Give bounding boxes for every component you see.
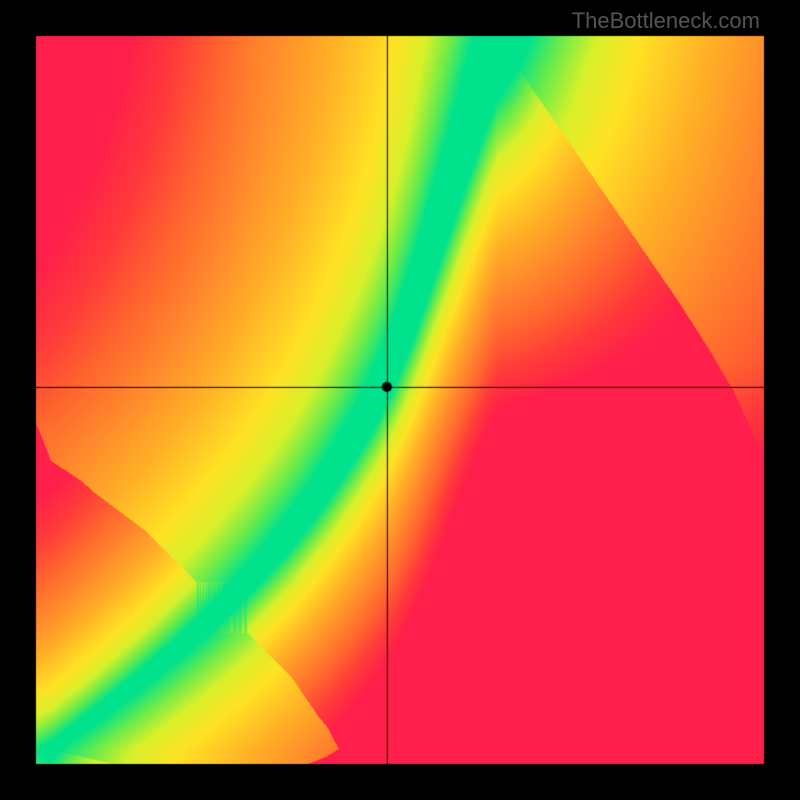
heatmap-canvas: [0, 0, 800, 800]
chart-container: TheBottleneck.com: [0, 0, 800, 800]
watermark-text: TheBottleneck.com: [572, 8, 760, 34]
